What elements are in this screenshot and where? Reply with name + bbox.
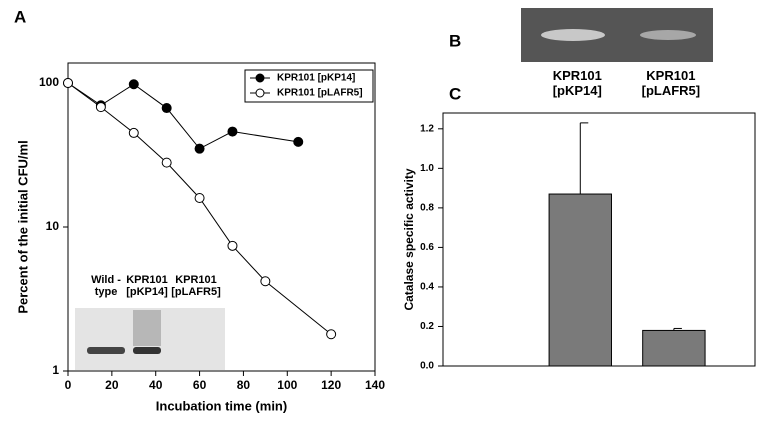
data-point — [128, 127, 139, 138]
plot-frame — [67, 62, 376, 372]
panel-label: C — [449, 84, 461, 103]
data-point — [227, 240, 238, 251]
y-tick-label: 0.6 — [420, 242, 434, 253]
inset-label: KPR101 [pKP14] — [126, 274, 168, 298]
y-tick-label: 100 — [39, 75, 59, 89]
legend-label: KPR101 [pLAFR5] — [277, 88, 363, 99]
legend-box — [244, 69, 374, 103]
x-axis-label: Incubation time (min) — [156, 398, 287, 413]
x-tick-label: 40 — [149, 378, 163, 392]
y-tick-label: 0.4 — [420, 282, 434, 293]
y-axis-label: Catalase specific activity — [402, 168, 416, 310]
data-point — [260, 276, 271, 287]
bar — [642, 329, 706, 367]
y-axis-label: Percent of the initial CFU/ml — [15, 140, 30, 313]
data-point — [194, 143, 205, 154]
x-tick-label: 20 — [105, 378, 119, 392]
data-point — [128, 79, 139, 90]
legend-marker — [255, 73, 265, 83]
x-tick-label: 80 — [237, 378, 251, 392]
gel-band — [133, 347, 161, 354]
gel-smear — [133, 310, 161, 346]
data-point — [161, 103, 172, 114]
y-tick-label: 1.2 — [420, 123, 434, 134]
x-tick-label: 140 — [365, 378, 385, 392]
y-tick-label: 1 — [52, 363, 59, 377]
data-point — [95, 102, 106, 113]
data-point — [227, 126, 238, 137]
gel-band — [87, 347, 125, 354]
x-tick-label: 0 — [65, 378, 72, 392]
y-tick-label: 10 — [46, 219, 60, 233]
y-tick-label: 0.2 — [420, 321, 434, 332]
x-tick-label: 120 — [321, 378, 341, 392]
category-label: KPR101 [pLAFR5] — [641, 68, 701, 98]
category-label: KPR101 [pKP14] — [552, 68, 602, 98]
legend-label: KPR101 [pKP14] — [277, 73, 355, 84]
panel-label: B — [449, 31, 461, 50]
legend-marker — [255, 88, 265, 98]
x-tick-label: 60 — [193, 378, 207, 392]
data-point — [326, 329, 337, 340]
gel-band — [640, 30, 696, 40]
series-line — [67, 82, 332, 335]
data-point — [194, 192, 205, 203]
data-point — [161, 157, 172, 168]
gel-band — [541, 29, 605, 41]
inset-label: KPR101 [pLAFR5] — [171, 274, 221, 298]
y-tick-label: 1.0 — [420, 163, 434, 174]
inset-label: Wild -type — [91, 274, 121, 298]
data-point — [63, 78, 73, 88]
data-point — [293, 136, 304, 147]
bar — [548, 193, 612, 367]
y-tick-label: 0.0 — [420, 361, 434, 372]
panel-label: A — [14, 7, 26, 26]
y-tick-label: 0.8 — [420, 203, 434, 214]
x-tick-label: 100 — [277, 378, 297, 392]
